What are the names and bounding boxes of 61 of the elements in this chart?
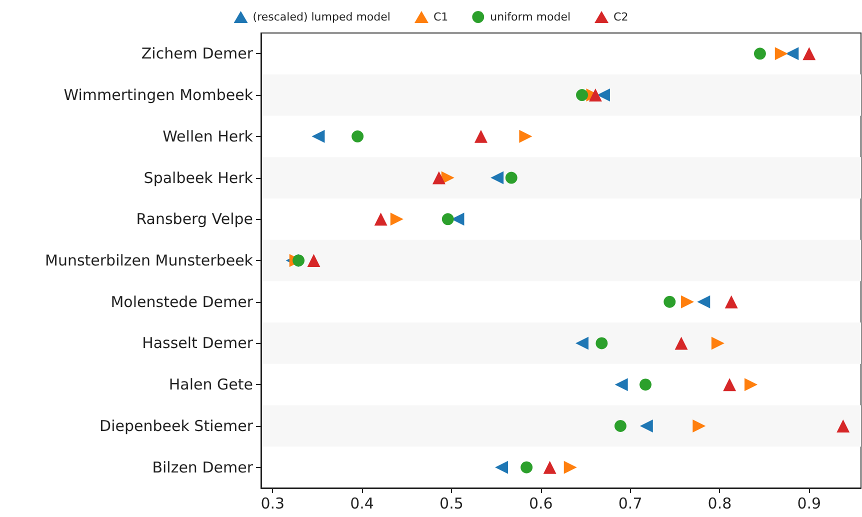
point bbox=[495, 460, 508, 474]
point bbox=[564, 460, 577, 474]
point bbox=[664, 296, 676, 308]
y-tick-label: Zichem Demer bbox=[141, 44, 254, 63]
point bbox=[352, 130, 364, 142]
legend-label: uniform model bbox=[490, 10, 571, 24]
point bbox=[802, 47, 816, 60]
point bbox=[312, 130, 325, 143]
y-tick-label: Molenstede Demer bbox=[110, 292, 254, 311]
x-tick-label: 0.4 bbox=[350, 494, 374, 512]
point bbox=[374, 212, 388, 226]
y-tick-label: Wellen Herk bbox=[162, 127, 254, 146]
x-tick-label: 0.9 bbox=[797, 494, 822, 512]
point bbox=[614, 378, 628, 392]
y-tick-label: Diepenbeek Stiemer bbox=[100, 416, 254, 435]
x-tick-label: 0.5 bbox=[440, 494, 464, 512]
point bbox=[640, 419, 653, 432]
legend-label: (rescaled) lumped model bbox=[252, 10, 390, 24]
point bbox=[390, 212, 404, 226]
point bbox=[307, 254, 320, 267]
point bbox=[754, 48, 766, 60]
y-tick-label: Spalbeek Herk bbox=[144, 168, 254, 187]
point bbox=[292, 254, 305, 266]
y-tick-label: Munsterbilzen Munsterbeek bbox=[45, 252, 254, 270]
point bbox=[432, 171, 446, 184]
point bbox=[711, 336, 724, 350]
point bbox=[836, 419, 850, 432]
point bbox=[490, 171, 504, 184]
point bbox=[786, 47, 799, 60]
legend-label: C2 bbox=[614, 10, 628, 24]
point bbox=[505, 172, 518, 184]
x-tick-label: 0.6 bbox=[528, 494, 553, 512]
point bbox=[474, 130, 488, 143]
x-tick-label: 0.7 bbox=[618, 494, 642, 512]
point bbox=[744, 378, 758, 392]
point bbox=[520, 461, 533, 474]
point bbox=[697, 295, 710, 308]
y-tick-label: Hasselt Demer bbox=[142, 334, 254, 352]
point bbox=[724, 295, 738, 308]
point bbox=[681, 295, 694, 308]
point bbox=[723, 378, 736, 392]
point bbox=[596, 337, 608, 350]
legend-label: C1 bbox=[433, 10, 448, 24]
point bbox=[692, 419, 706, 432]
point bbox=[576, 336, 589, 350]
point bbox=[576, 89, 588, 102]
point bbox=[674, 336, 688, 350]
point bbox=[640, 378, 652, 391]
x-tick-label: 0.8 bbox=[708, 494, 732, 512]
point bbox=[519, 130, 532, 143]
y-tick-label: Ransberg Velpe bbox=[136, 210, 253, 228]
point bbox=[543, 460, 556, 474]
y-tick-label: Bilzen Demer bbox=[152, 458, 254, 476]
x-tick-label: 0.3 bbox=[260, 494, 285, 512]
point bbox=[588, 88, 602, 102]
y-tick-label: Wimmertingen Mombeek bbox=[64, 86, 254, 104]
point bbox=[614, 420, 626, 432]
point bbox=[596, 88, 610, 102]
point bbox=[774, 47, 788, 60]
y-tick-label: Halen Gete bbox=[168, 376, 253, 394]
point bbox=[442, 213, 454, 226]
